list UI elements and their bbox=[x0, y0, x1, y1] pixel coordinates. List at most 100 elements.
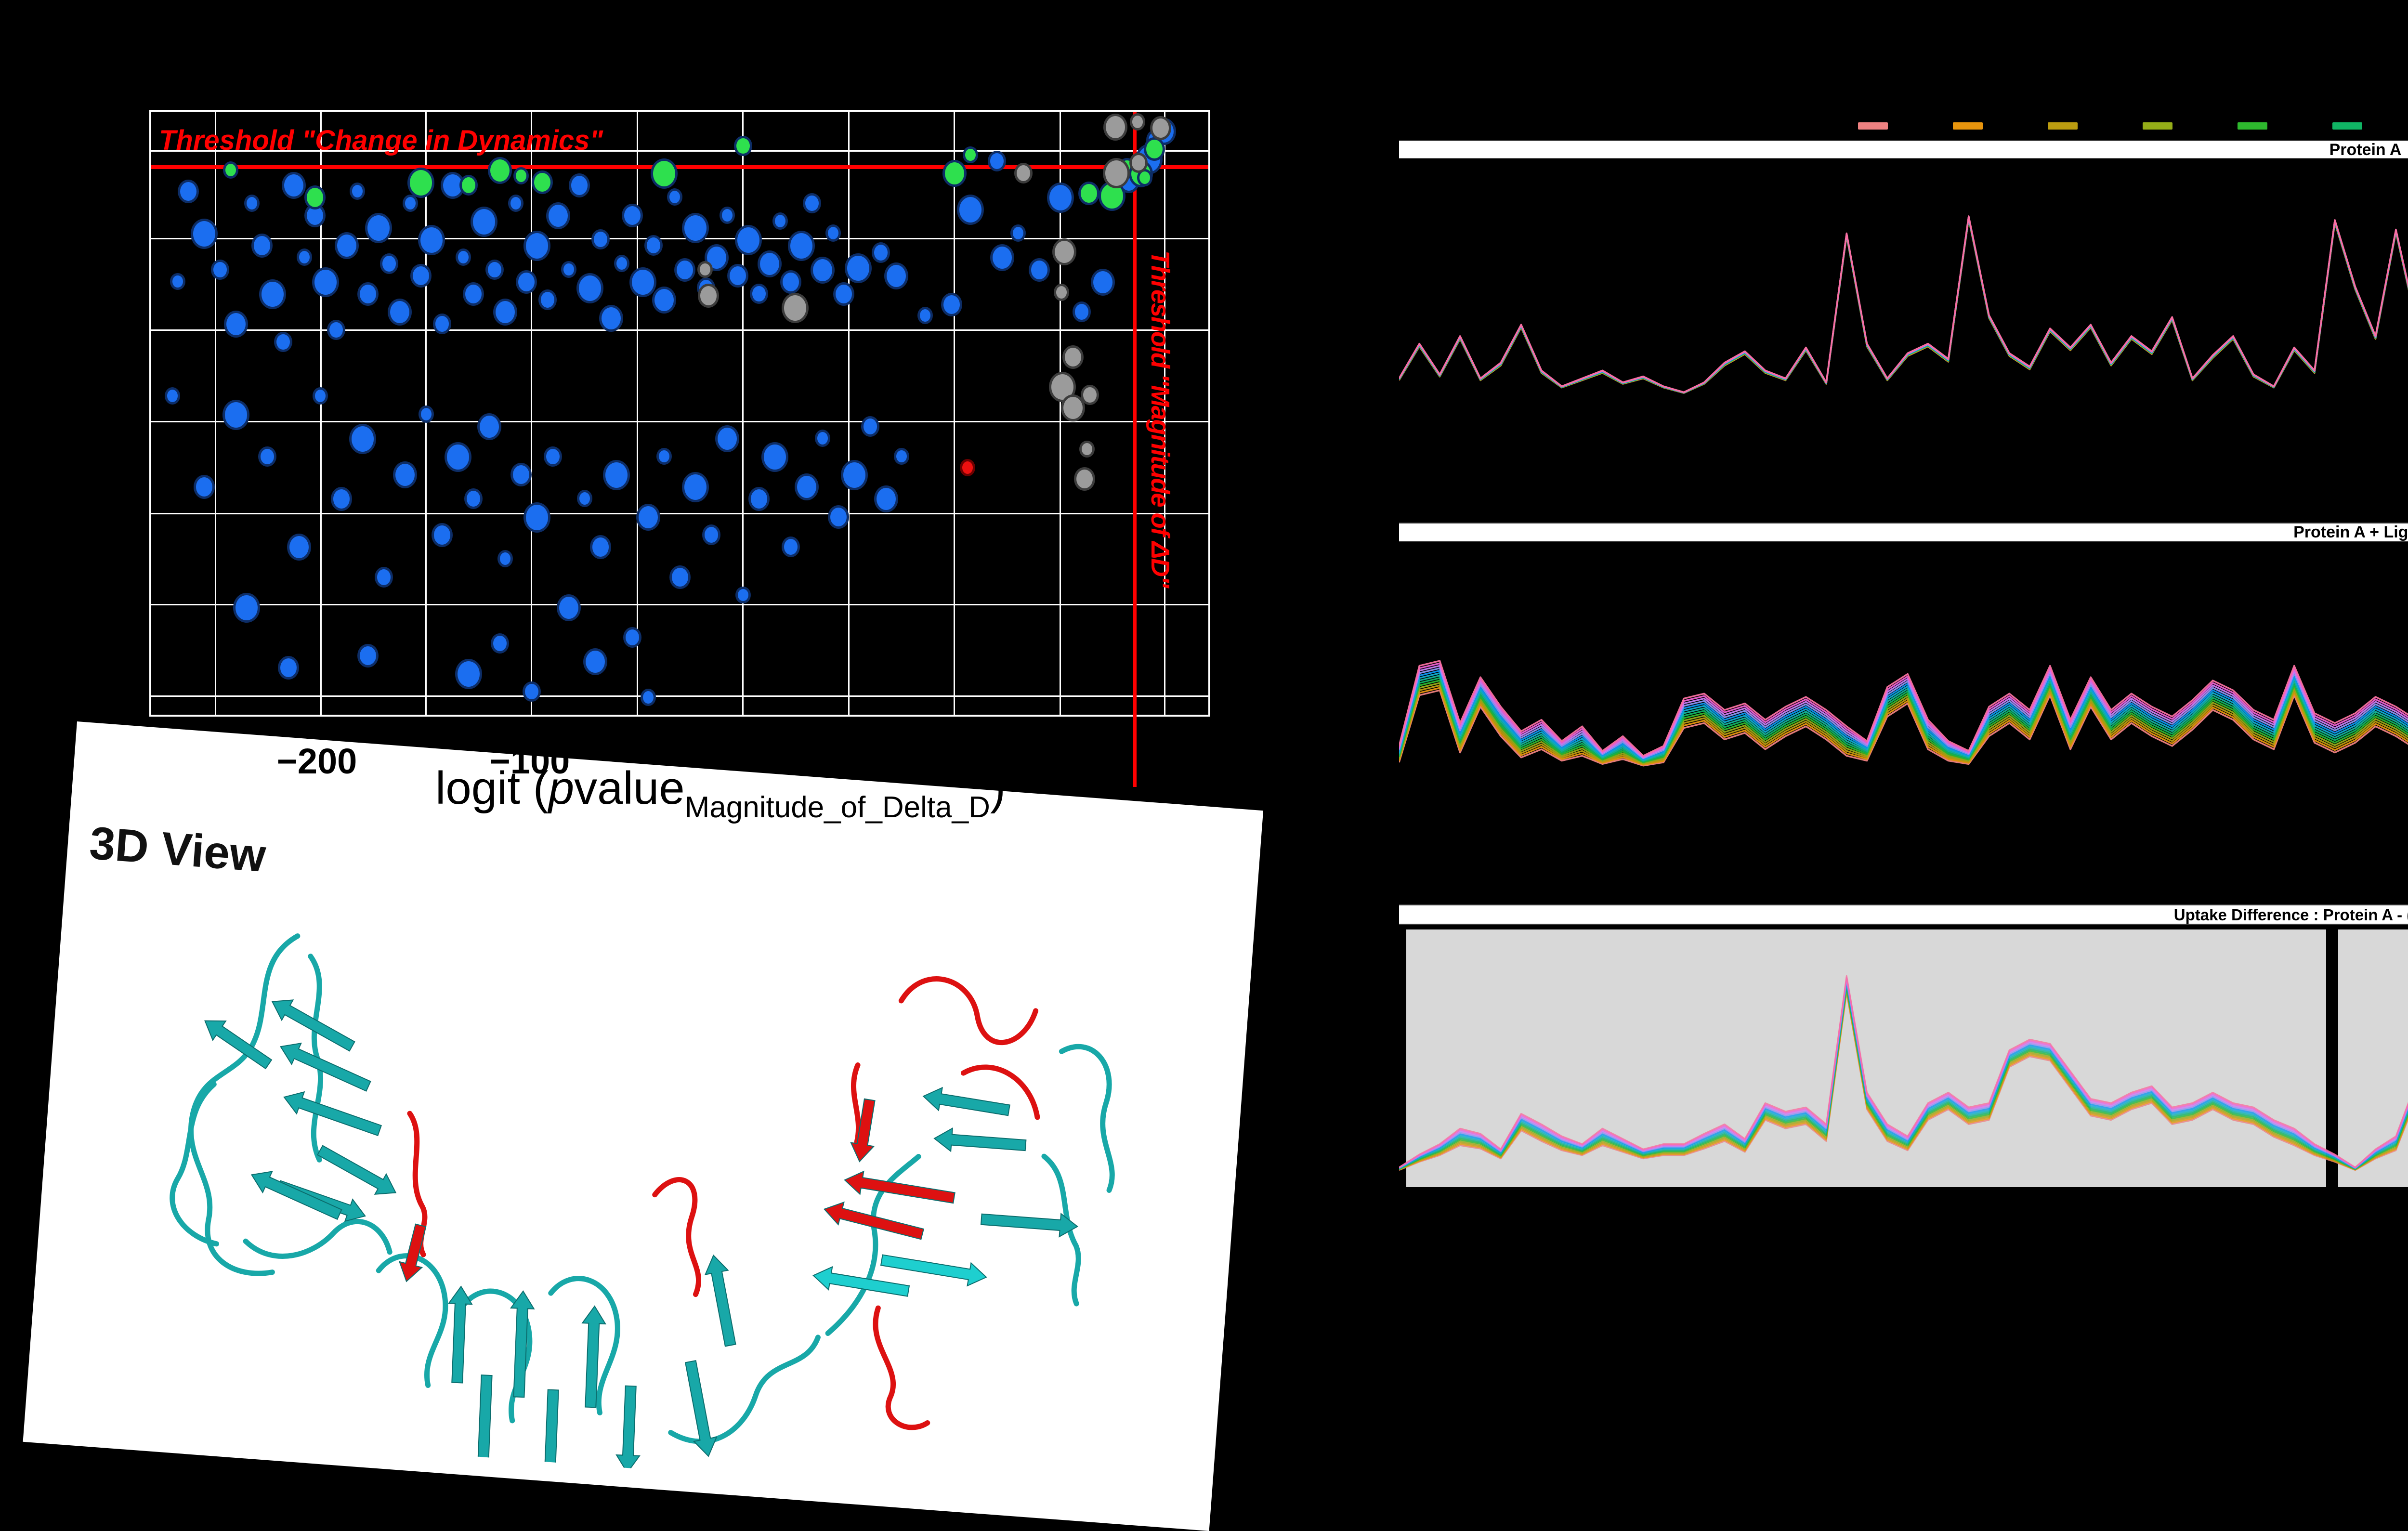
scatter-point-no-significant-change[interactable] bbox=[758, 250, 782, 277]
scatter-point-no-significant-change[interactable] bbox=[735, 224, 762, 255]
scatter-point-no-significant-change[interactable] bbox=[669, 565, 691, 589]
scatter-point-no-significant-change[interactable] bbox=[357, 282, 379, 306]
scatter-point-no-significant-change[interactable] bbox=[164, 387, 180, 405]
scatter-point-no-significant-change[interactable] bbox=[544, 446, 563, 467]
scatter-point-no-significant-change[interactable] bbox=[589, 535, 611, 559]
scatter-point-no-significant-change[interactable] bbox=[282, 172, 306, 199]
scatter-point-change-in-dynamics[interactable] bbox=[650, 158, 678, 189]
scatter-point-no-significant-change[interactable] bbox=[621, 203, 643, 228]
scatter-point-no-significant-change[interactable] bbox=[455, 249, 471, 266]
scatter-point-no-significant-change[interactable] bbox=[874, 485, 898, 513]
scatter-point-no-significant-change[interactable] bbox=[538, 289, 557, 310]
scatter-point-not-significant[interactable] bbox=[1014, 163, 1033, 183]
scatter-point-no-significant-change[interactable] bbox=[516, 270, 537, 294]
scatter-point-no-significant-change[interactable] bbox=[380, 253, 398, 274]
scatter-point-not-significant[interactable] bbox=[1062, 345, 1084, 369]
scatter-point-no-significant-change[interactable] bbox=[1028, 258, 1050, 282]
scatter-point-no-significant-change[interactable] bbox=[988, 151, 1006, 171]
scatter-point-change-in-dynamics[interactable] bbox=[407, 167, 434, 198]
scatter-point-change-in-dynamics[interactable] bbox=[1144, 137, 1165, 161]
scatter-point-not-significant[interactable] bbox=[1052, 238, 1077, 265]
scatter-point-no-significant-change[interactable] bbox=[365, 212, 392, 243]
scatter-point-no-significant-change[interactable] bbox=[170, 273, 185, 290]
scatter-point-no-significant-change[interactable] bbox=[884, 262, 909, 290]
scatter-point-no-significant-change[interactable] bbox=[546, 202, 571, 229]
scatter-point-no-significant-change[interactable] bbox=[402, 194, 418, 212]
scatter-point-no-significant-change[interactable] bbox=[497, 550, 513, 568]
scatter-point-no-significant-change[interactable] bbox=[523, 231, 551, 262]
scatter-point-no-significant-change[interactable] bbox=[418, 224, 445, 255]
scatter-point-change-in-dynamics[interactable] bbox=[734, 135, 753, 157]
scatter-point-not-significant[interactable] bbox=[697, 261, 713, 278]
scatter-point-no-significant-change[interactable] bbox=[576, 490, 592, 508]
scatter-point-no-significant-change[interactable] bbox=[485, 259, 504, 280]
scatter-point-not-significant[interactable] bbox=[1129, 152, 1148, 173]
scatter-point-no-significant-change[interactable] bbox=[463, 282, 484, 306]
scatter-point-not-significant[interactable] bbox=[697, 284, 719, 308]
scatter-point-no-significant-change[interactable] bbox=[715, 425, 740, 453]
scatter-point-no-significant-change[interactable] bbox=[727, 264, 749, 288]
scatter-point-no-significant-change[interactable] bbox=[278, 655, 300, 680]
scatter-point-change-in-dynamics[interactable] bbox=[1078, 181, 1099, 205]
scatter-point-no-significant-change[interactable] bbox=[583, 648, 607, 676]
scatter-point-no-significant-change[interactable] bbox=[418, 406, 434, 423]
scatter-point-no-significant-change[interactable] bbox=[510, 463, 532, 487]
scatter-point-no-significant-change[interactable] bbox=[702, 524, 721, 545]
scatter-point-no-significant-change[interactable] bbox=[493, 299, 518, 326]
scatter-point-no-significant-change[interactable] bbox=[602, 460, 630, 490]
scatter-point-no-significant-change[interactable] bbox=[735, 586, 751, 604]
scatter-point-no-significant-change[interactable] bbox=[387, 299, 412, 326]
scatter-point-no-significant-change[interactable] bbox=[313, 387, 328, 405]
scatter-point-no-significant-change[interactable] bbox=[957, 195, 984, 225]
scatter-point-no-significant-change[interactable] bbox=[917, 306, 933, 324]
scatter-point-no-significant-change[interactable] bbox=[455, 659, 482, 690]
scatter-point-no-significant-change[interactable] bbox=[222, 400, 249, 430]
scatter-point-not-significant[interactable] bbox=[1150, 116, 1172, 140]
scatter-point-no-significant-change[interactable] bbox=[431, 523, 453, 547]
scatter-point-no-significant-change[interactable] bbox=[1010, 224, 1026, 242]
scatter-point-no-significant-change[interactable] bbox=[787, 231, 815, 262]
scatter-point-no-significant-change[interactable] bbox=[810, 256, 835, 284]
scatter-point-no-significant-change[interactable] bbox=[223, 311, 248, 338]
legend-swatch-5[interactable] bbox=[2238, 122, 2267, 130]
scatter-point-change-in-dynamics[interactable] bbox=[513, 167, 529, 185]
scatter-point-no-significant-change[interactable] bbox=[568, 173, 590, 197]
scatter-point-no-significant-change[interactable] bbox=[251, 234, 273, 258]
scatter-point-no-significant-change[interactable] bbox=[772, 212, 788, 230]
scatter-point-no-significant-change[interactable] bbox=[523, 502, 551, 533]
scatter-point-no-significant-change[interactable] bbox=[374, 567, 393, 588]
scatter-point-no-significant-change[interactable] bbox=[802, 193, 821, 214]
scatter-point-change-in-dynamics[interactable] bbox=[222, 161, 238, 179]
scatter-point-no-significant-change[interactable] bbox=[861, 416, 879, 437]
scatter-point-not-significant[interactable] bbox=[1061, 394, 1086, 422]
scatter-point-no-significant-change[interactable] bbox=[656, 447, 672, 465]
scatter-point-no-significant-change[interactable] bbox=[259, 279, 287, 310]
scatter-point-no-significant-change[interactable] bbox=[750, 283, 769, 304]
scatter-point-no-significant-change[interactable] bbox=[193, 475, 215, 499]
scatter-point-no-significant-change[interactable] bbox=[190, 219, 218, 249]
scatter-point-no-significant-change[interactable] bbox=[833, 282, 854, 306]
scatter-point-no-significant-change[interactable] bbox=[623, 627, 641, 648]
scatter-point-no-significant-change[interactable] bbox=[591, 229, 610, 250]
scatter-point-no-significant-change[interactable] bbox=[682, 212, 709, 243]
scatter-point-no-significant-change[interactable] bbox=[682, 472, 709, 502]
scatter-point-no-significant-change[interactable] bbox=[636, 503, 660, 531]
scatter-point-no-significant-change[interactable] bbox=[491, 633, 510, 654]
scatter-point-change-in-dynamics[interactable] bbox=[459, 175, 478, 196]
scatter-point-not-significant[interactable] bbox=[781, 293, 809, 324]
scatter-point-no-significant-change[interactable] bbox=[781, 537, 800, 557]
scatter-point-no-significant-change[interactable] bbox=[410, 264, 432, 288]
scatter-point-no-significant-change[interactable] bbox=[177, 179, 199, 204]
scatter-point-no-significant-change[interactable] bbox=[350, 182, 366, 200]
scatter-point-no-significant-change[interactable] bbox=[471, 207, 498, 237]
scatter-point-no-significant-change[interactable] bbox=[432, 314, 451, 334]
scatter-point-no-significant-change[interactable] bbox=[720, 206, 735, 224]
scatter-point-no-significant-change[interactable] bbox=[825, 224, 841, 242]
scatter-point-no-significant-change[interactable] bbox=[1072, 301, 1091, 322]
scatter-point-no-significant-change[interactable] bbox=[210, 259, 229, 280]
scatter-point-no-significant-change[interactable] bbox=[840, 460, 868, 490]
scatter-point-no-significant-change[interactable] bbox=[990, 244, 1014, 272]
scatter-point-no-significant-change[interactable] bbox=[894, 447, 910, 465]
scatter-point-change-in-dynamics[interactable] bbox=[488, 157, 512, 184]
scatter-point-no-significant-change[interactable] bbox=[523, 681, 541, 702]
